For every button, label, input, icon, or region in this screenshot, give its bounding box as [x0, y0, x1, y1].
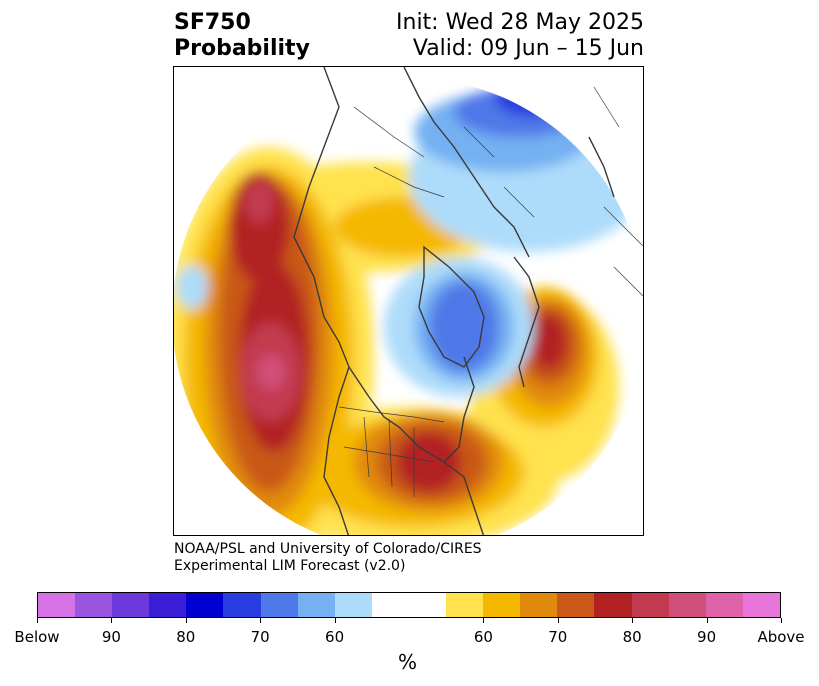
probability-field: [174, 78, 643, 535]
europe-coast: [513, 256, 540, 388]
colorbar-segment: [742, 593, 780, 617]
colorbar-segment: [223, 593, 261, 617]
colorbar-tick-mark: [37, 618, 38, 623]
asia-interior-coast: [588, 136, 615, 198]
forecast-dates: Init: Wed 28 May 2025 Valid: 09 Jun – 15…: [396, 10, 644, 62]
colorbar-segment: [149, 593, 187, 617]
colorbar-tick-label: 70: [548, 628, 568, 646]
us-states-verticals: [363, 416, 415, 497]
variable-name: SF750: [174, 10, 251, 35]
colorbar-segment: [260, 593, 298, 617]
colorbar-tick-mark: [781, 618, 782, 623]
na-warm-80: [397, 432, 461, 492]
colorbar-tick-label: 80: [176, 628, 196, 646]
colorbar-segment: [371, 593, 409, 617]
colorbar-segment: [557, 593, 595, 617]
greenland: [418, 245, 485, 368]
credit-text: NOAA/PSL and University of Colorado/CIRE…: [174, 541, 482, 575]
colorbar-segment: [446, 593, 484, 617]
colorbar-segment: [705, 593, 743, 617]
atlantic-warm-80: [531, 314, 567, 370]
pacific-cool-60: [176, 265, 208, 309]
siberia-coast: [403, 67, 530, 258]
colorbar-tick-mark: [260, 618, 262, 623]
colorbar-tick-mark: [706, 618, 708, 623]
pacific-warm-80-north: [229, 172, 289, 282]
credit-line-2: Experimental LIM Forecast (v2.0): [174, 558, 406, 574]
us-states-lines: [343, 446, 435, 463]
colorbar-tick-mark: [111, 618, 113, 623]
colorbar-segment: [334, 593, 372, 617]
colorbar-tick-label: 60: [325, 628, 345, 646]
colorbar-segment: [297, 593, 335, 617]
pacific-warm-85-north: [244, 180, 274, 224]
colorbar-tick-mark: [557, 618, 559, 623]
colorbar-tick-mark: [483, 618, 485, 623]
colorbar-segment: [668, 593, 706, 617]
north-america-west-coast: [293, 67, 350, 535]
eurasia-cool-75: [494, 78, 574, 117]
colorbar-tick-label: Below: [14, 628, 60, 646]
eurasia-borders: [353, 106, 535, 218]
init-date: Init: Wed 28 May 2025: [396, 10, 644, 35]
colorbar-segment: [38, 593, 76, 617]
asia-borders: [593, 86, 643, 297]
colorbar-segment: [75, 593, 113, 617]
colorbar-segment: [594, 593, 632, 617]
variable-subtitle: Probability: [174, 36, 310, 61]
colorbar-tick-mark: [632, 618, 634, 623]
colorbar-segment: [186, 593, 224, 617]
colorbar-tick-label: 70: [250, 628, 270, 646]
colorbar-segment: [520, 593, 558, 617]
coastlines: [293, 67, 615, 535]
colorbar-segment: [112, 593, 150, 617]
credit-line-1: NOAA/PSL and University of Colorado/CIRE…: [174, 541, 482, 557]
arctic-cool-70: [429, 282, 499, 372]
colorbar-tick-label: Above: [757, 628, 805, 646]
hudson-bay-labrador: [348, 356, 475, 463]
pacific-warm-90: [257, 354, 285, 390]
colorbar-unit: %: [398, 650, 418, 674]
colorbar-tick-mark: [334, 618, 336, 623]
us-east-coast: [443, 461, 485, 535]
colorbar-segment: [408, 593, 447, 617]
political-borders: [338, 86, 643, 497]
chart-title: SF750 Probability: [174, 10, 310, 62]
colorbar-segment: [631, 593, 669, 617]
colorbar-tick-label: 90: [697, 628, 717, 646]
colorbar: [37, 592, 781, 618]
colorbar-tick-label: 80: [622, 628, 642, 646]
colorbar-tick-mark: [185, 618, 187, 623]
us-canada-border: [338, 406, 445, 423]
polar-map: [173, 66, 644, 536]
valid-dates: Valid: 09 Jun – 15 Jun: [412, 36, 644, 61]
probability-map-svg: [174, 67, 643, 535]
colorbar-tick-label: 60: [473, 628, 493, 646]
colorbar-segment: [483, 593, 521, 617]
colorbar-tick-label: 90: [101, 628, 121, 646]
